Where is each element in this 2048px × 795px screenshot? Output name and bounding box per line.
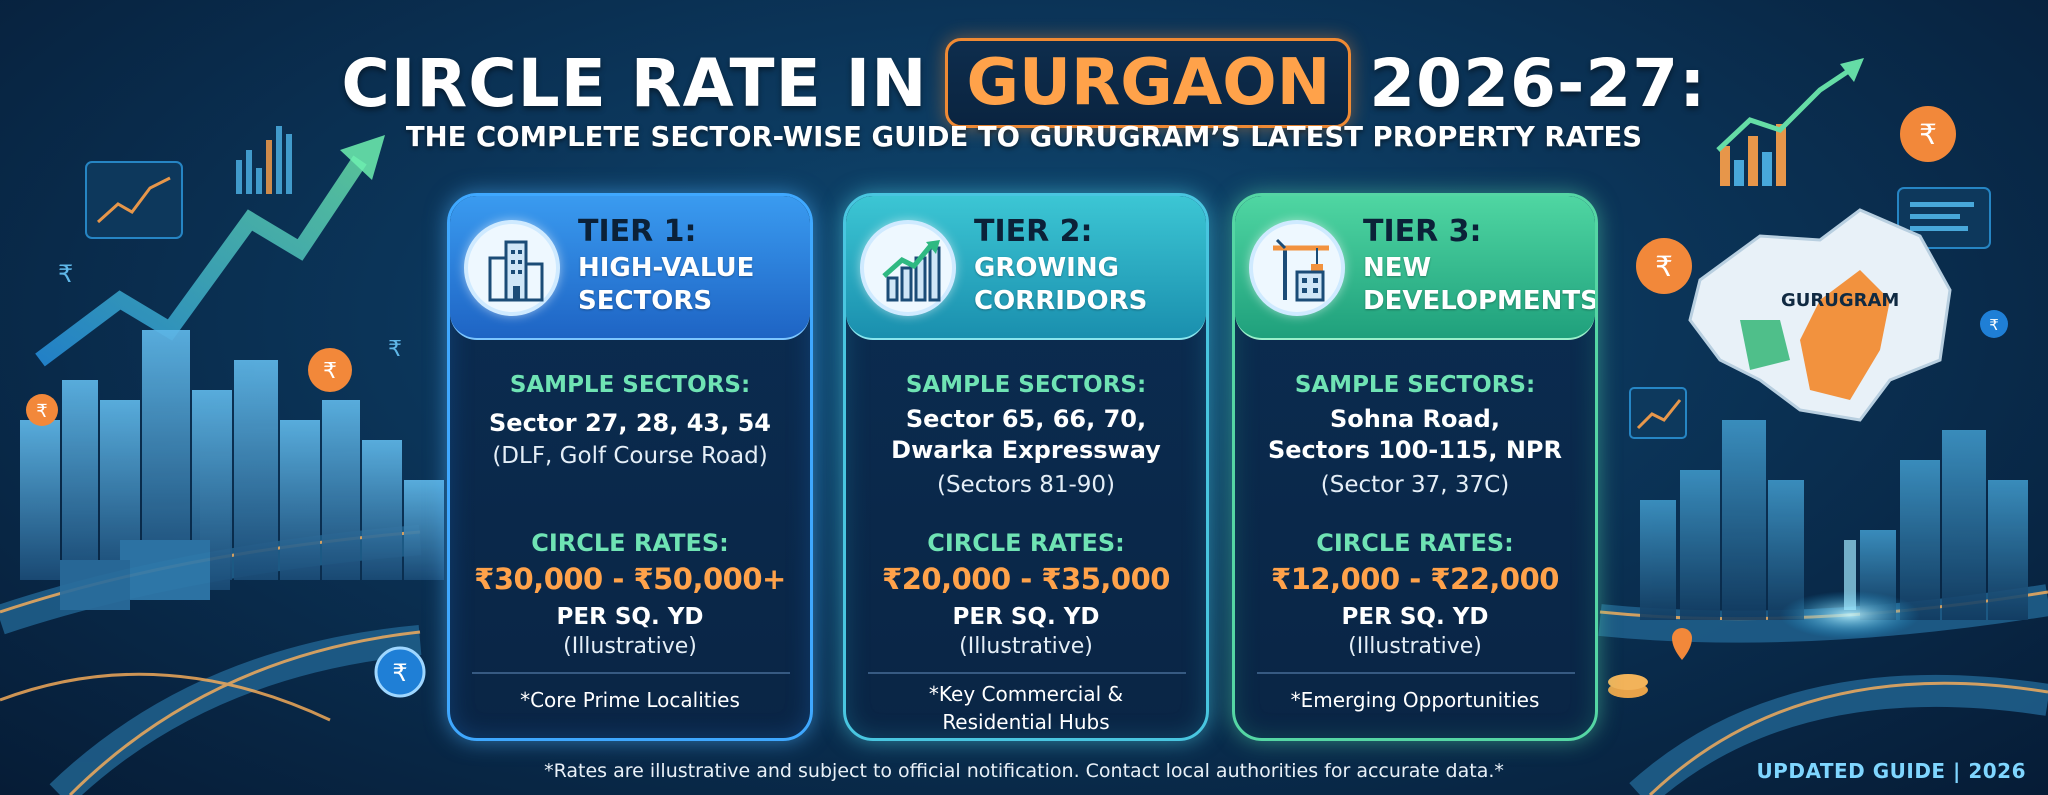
tier-3-footnote-line-1: *Emerging Opportunities <box>1290 688 1540 712</box>
tier-2-footnote-line-1: *Key Commercial & <box>928 682 1124 706</box>
tier-1-footnote: *Core Prime Localities <box>450 686 810 714</box>
tier-2-sectors-label: SAMPLE SECTORS: <box>905 372 1147 398</box>
left-skyline <box>20 330 444 610</box>
tier-3-rate-unit: PER SQ. YD <box>1341 604 1489 630</box>
tier-1-rate-unit: PER SQ. YD <box>556 604 704 630</box>
left-chart-panel <box>85 161 183 239</box>
disclaimer-note: *Rates are illustrative and subject to o… <box>544 760 1504 782</box>
tier-3-sectors-note: (Sector 37, 37C) <box>1320 472 1510 498</box>
left-bar-chart <box>236 126 292 194</box>
location-pin <box>1672 628 1692 660</box>
title-suffix: 2026-27: <box>1369 44 1707 122</box>
svg-text:₹: ₹ <box>323 359 337 384</box>
map-label: GURUGRAM <box>1781 290 1900 311</box>
growth-chart-icon <box>860 220 956 316</box>
tier-2-divider <box>868 672 1186 674</box>
svg-text:₹: ₹ <box>1989 316 1999 334</box>
construction-crane-icon <box>1249 220 1345 316</box>
svg-text:₹: ₹ <box>36 401 47 422</box>
tier-1-sectors-line-1: Sector 27, 28, 43, 54 <box>489 409 771 437</box>
tier-3-rate-value: ₹12,000 - ₹22,000 <box>1271 562 1559 596</box>
svg-text:₹: ₹ <box>58 260 73 288</box>
tier-2-name-line-2: CORRIDORS <box>974 286 1148 316</box>
tier-3-footnote: *Emerging Opportunities <box>1235 686 1595 714</box>
tier-2-name: GROWING CORRIDORS <box>974 252 1206 318</box>
tier-1-sectors-label: SAMPLE SECTORS: <box>509 372 751 398</box>
tier-2-rates-label: CIRCLE RATES: <box>927 529 1125 557</box>
right-skyline <box>1640 420 2028 620</box>
tier-1-name: HIGH-VALUE SECTORS <box>578 252 810 318</box>
tier-3-sectors-main: Sohna Road, Sectors 100-115, NPR <box>1235 404 1595 466</box>
tier-1-rates-label: CIRCLE RATES: <box>531 529 729 557</box>
tier-3-name-line-1: NEW <box>1363 253 1432 283</box>
tier-1-divider <box>472 672 790 674</box>
tier-2-sectors-note: (Sectors 81-90) <box>936 472 1115 498</box>
tier-2-footnote-line-2: Residential Hubs <box>942 710 1110 734</box>
tier-2-sectors-line-1: Sector 65, 66, 70, <box>905 405 1147 433</box>
tier-3-sectors-label: SAMPLE SECTORS: <box>1294 372 1536 398</box>
title-highlight-city: GURGAON <box>945 38 1352 128</box>
right-info-panel <box>1897 187 1991 249</box>
tier-3-sectors-line-1: Sohna Road, <box>1330 405 1500 433</box>
tier-3-divider <box>1257 672 1575 674</box>
left-growth-arrow <box>35 155 367 367</box>
updated-guide-badge: UPDATED GUIDE | 2026 <box>1756 759 2026 783</box>
tier-2-sectors-main: Sector 65, 66, 70, Dwarka Expressway <box>846 404 1206 466</box>
page-subtitle: THE COMPLETE SECTOR-WISE GUIDE TO GURUGR… <box>405 121 1643 153</box>
tier-3-label: TIER 3: <box>1363 214 1482 249</box>
right-rupee-coins: ₹ ₹ ₹ <box>1608 106 2008 698</box>
tier-3-name: NEW DEVELOPMENTS <box>1363 252 1595 318</box>
svg-text:₹: ₹ <box>392 659 407 687</box>
office-buildings-icon <box>464 220 560 316</box>
tier-2-sectors-line-2: Dwarka Expressway <box>891 436 1161 464</box>
tier-1-rate-note: (Illustrative) <box>563 634 697 659</box>
tier-3-rates-label: CIRCLE RATES: <box>1316 529 1514 557</box>
tier-2-footnote: *Key Commercial & Residential Hubs <box>846 680 1206 736</box>
tier-1-rate-value: ₹30,000 - ₹50,000+ <box>474 562 786 596</box>
tier-2-rate-note: (Illustrative) <box>959 634 1093 659</box>
left-rupee-coins: ₹ ₹ ₹ ₹ ₹ <box>26 260 426 698</box>
svg-text:₹: ₹ <box>1655 250 1673 283</box>
tier-1-card: TIER 1: HIGH-VALUE SECTORS SAMPLE SECTOR… <box>447 193 813 741</box>
svg-text:₹: ₹ <box>1919 118 1937 151</box>
tier-1-name-line-1: HIGH-VALUE <box>578 253 755 283</box>
tier-1-label: TIER 1: <box>578 214 697 249</box>
tier-3-name-line-2: DEVELOPMENTS <box>1363 286 1598 316</box>
tier-3-header: TIER 3: NEW DEVELOPMENTS <box>1235 196 1595 340</box>
tier-3-sectors-line-2: Sectors 100-115, NPR <box>1267 436 1562 464</box>
tier-1-header: TIER 1: HIGH-VALUE SECTORS <box>450 196 810 340</box>
tier-2-rate-unit: PER SQ. YD <box>952 604 1100 630</box>
svg-text:₹: ₹ <box>388 337 402 362</box>
tier-1-sectors-main: Sector 27, 28, 43, 54 <box>450 408 810 439</box>
tier-2-rate-value: ₹20,000 - ₹35,000 <box>882 562 1170 596</box>
title-prefix: CIRCLE RATE IN <box>341 44 928 122</box>
glow-hub <box>1780 591 1920 639</box>
tier-1-footnote-line-1: *Core Prime Localities <box>520 688 740 712</box>
tier-1-sectors-note: (DLF, Golf Course Road) <box>492 443 768 469</box>
tier-2-name-line-1: GROWING <box>974 253 1119 283</box>
tier-2-header: TIER 2: GROWING CORRIDORS <box>846 196 1206 340</box>
tier-2-label: TIER 2: <box>974 214 1093 249</box>
tier-1-name-line-2: SECTORS <box>578 286 713 316</box>
tier-3-rate-note: (Illustrative) <box>1348 634 1482 659</box>
tier-2-card: TIER 2: GROWING CORRIDORS SAMPLE SECTORS… <box>843 193 1209 741</box>
right-mini-panel <box>1629 387 1687 439</box>
tier-3-card: TIER 3: NEW DEVELOPMENTS SAMPLE SECTORS:… <box>1232 193 1598 741</box>
right-chart <box>1716 58 1864 186</box>
page-title: CIRCLE RATE IN GURGAON 2026-27: <box>0 38 2048 128</box>
gurugram-map <box>1688 208 1952 422</box>
